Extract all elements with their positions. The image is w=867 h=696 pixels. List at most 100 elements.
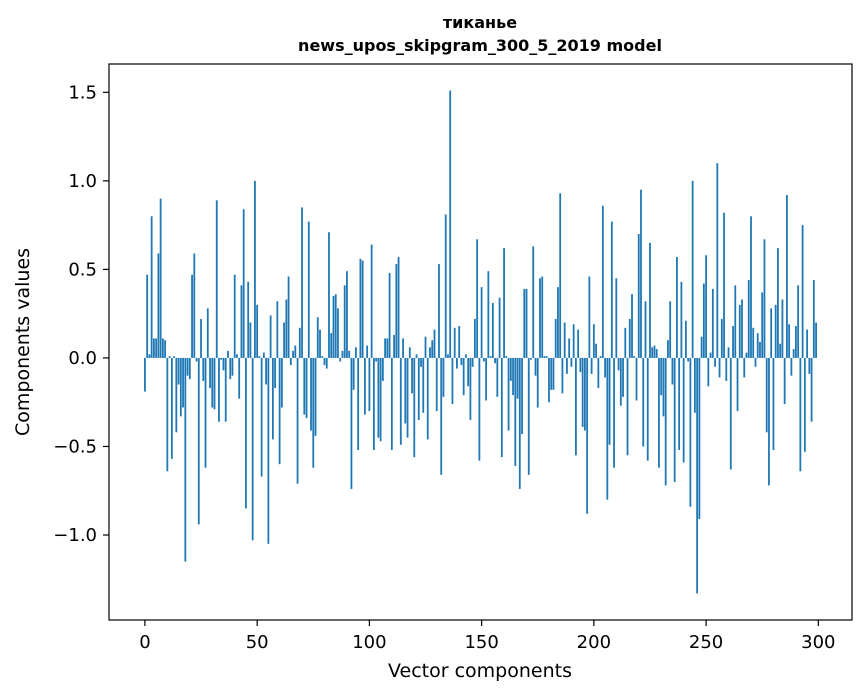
bar-106 bbox=[381, 357, 384, 381]
bar-171 bbox=[527, 357, 530, 475]
bar-256 bbox=[718, 357, 721, 378]
bar-7 bbox=[159, 198, 162, 358]
bar-60 bbox=[278, 357, 281, 465]
bar-0 bbox=[144, 357, 146, 392]
bar-244 bbox=[691, 180, 694, 358]
bar-231 bbox=[662, 357, 665, 417]
bar-77 bbox=[316, 317, 319, 358]
bar-89 bbox=[343, 285, 346, 358]
bar-212 bbox=[619, 357, 622, 406]
bar-86 bbox=[337, 308, 339, 358]
bar-116 bbox=[404, 357, 407, 424]
bar-215 bbox=[626, 357, 629, 456]
bar-113 bbox=[397, 257, 400, 358]
bar-265 bbox=[738, 304, 741, 358]
bar-120 bbox=[413, 357, 416, 458]
bar-10 bbox=[166, 357, 169, 472]
bar-36 bbox=[224, 357, 227, 422]
bar-19 bbox=[186, 357, 189, 376]
bar-196 bbox=[583, 357, 586, 431]
bar-80 bbox=[323, 357, 326, 366]
bar-129 bbox=[433, 329, 436, 358]
bar-274 bbox=[759, 342, 761, 358]
bar-157 bbox=[496, 357, 499, 397]
bar-167 bbox=[518, 357, 521, 489]
bar-286 bbox=[786, 195, 788, 358]
bar-229 bbox=[658, 357, 660, 468]
bar-15 bbox=[177, 357, 180, 385]
bar-213 bbox=[622, 357, 624, 397]
bar-253 bbox=[711, 288, 714, 358]
x-tick-label: 50 bbox=[246, 632, 269, 653]
bar-132 bbox=[440, 357, 443, 475]
bar-185 bbox=[559, 193, 562, 358]
bar-183 bbox=[554, 318, 557, 358]
bar-224 bbox=[646, 357, 649, 461]
bar-46 bbox=[247, 281, 250, 358]
bar-8 bbox=[161, 338, 164, 358]
bar-24 bbox=[197, 357, 200, 525]
bar-179 bbox=[545, 356, 548, 358]
bar-133 bbox=[442, 357, 445, 397]
bar-230 bbox=[660, 357, 663, 396]
bar-226 bbox=[651, 347, 654, 358]
bar-38 bbox=[229, 357, 232, 380]
bar-284 bbox=[781, 299, 784, 358]
bar-298 bbox=[812, 280, 815, 358]
bar-236 bbox=[673, 357, 676, 482]
bar-20 bbox=[188, 357, 191, 380]
bar-29 bbox=[209, 357, 211, 389]
bar-243 bbox=[689, 357, 692, 507]
bar-221 bbox=[640, 189, 642, 358]
bar-121 bbox=[415, 354, 418, 358]
bar-92 bbox=[350, 357, 353, 489]
bar-137 bbox=[451, 357, 454, 404]
bar-11 bbox=[168, 356, 171, 358]
bar-134 bbox=[444, 214, 447, 358]
bar-254 bbox=[714, 357, 716, 367]
bar-204 bbox=[601, 205, 604, 358]
bar-100 bbox=[368, 357, 371, 412]
bar-83 bbox=[330, 333, 333, 358]
bar-193 bbox=[577, 329, 580, 358]
bar-242 bbox=[687, 357, 690, 362]
bar-149 bbox=[478, 357, 481, 461]
bar-188 bbox=[566, 357, 568, 374]
plot-frame bbox=[108, 63, 853, 621]
y-axis-label: Components values bbox=[12, 248, 34, 436]
y-tick-label: 1.5 bbox=[68, 82, 97, 103]
bar-130 bbox=[435, 357, 438, 412]
bar-98 bbox=[364, 357, 366, 415]
bar-257 bbox=[720, 318, 723, 358]
bar-72 bbox=[305, 357, 308, 419]
bar-201 bbox=[595, 343, 597, 358]
bar-84 bbox=[332, 295, 335, 358]
bar-103 bbox=[375, 357, 378, 362]
bar-209 bbox=[613, 357, 615, 468]
x-tick-label: 250 bbox=[689, 632, 723, 653]
bar-281 bbox=[774, 304, 777, 358]
bar-140 bbox=[458, 326, 461, 358]
bar-220 bbox=[637, 233, 640, 358]
bars-group bbox=[144, 90, 817, 594]
bar-225 bbox=[649, 242, 651, 358]
y-tick-label: 0.5 bbox=[68, 259, 97, 280]
bar-170 bbox=[525, 288, 528, 358]
bar-174 bbox=[534, 357, 537, 376]
bar-97 bbox=[361, 260, 364, 358]
bar-233 bbox=[667, 340, 669, 358]
bar-164 bbox=[512, 357, 514, 396]
bar-240 bbox=[682, 357, 685, 463]
bar-272 bbox=[754, 357, 757, 367]
bar-13 bbox=[173, 356, 175, 358]
bar-249 bbox=[702, 283, 705, 358]
bar-282 bbox=[777, 248, 779, 358]
bar-255 bbox=[716, 163, 719, 358]
bar-59 bbox=[276, 301, 279, 358]
bar-178 bbox=[543, 356, 546, 358]
bar-217 bbox=[631, 294, 633, 358]
bar-288 bbox=[790, 357, 793, 376]
bar-219 bbox=[635, 357, 638, 401]
bar-250 bbox=[705, 255, 707, 358]
bar-16 bbox=[179, 357, 182, 417]
